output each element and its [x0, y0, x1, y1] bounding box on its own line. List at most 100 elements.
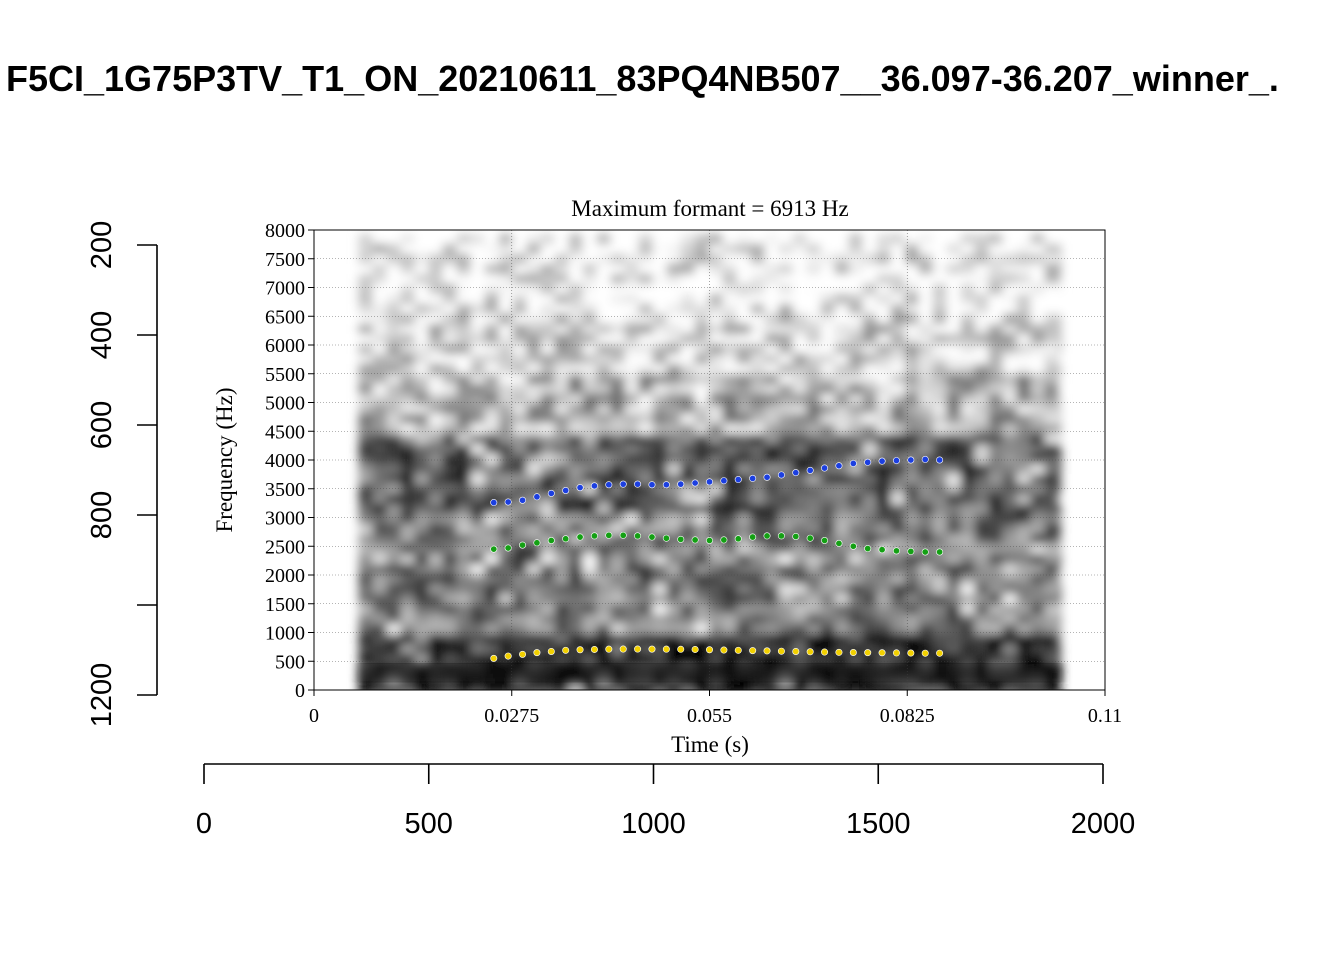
y-tick-label: 3000: [265, 508, 305, 530]
x-tick-label: 0: [309, 705, 319, 727]
formant-point: [749, 533, 757, 541]
formant-point: [576, 533, 584, 541]
formant-point: [490, 545, 498, 553]
formant-point: [849, 649, 857, 657]
formant-point: [734, 535, 742, 543]
outer-y-tick-label: 400: [86, 311, 118, 359]
formant-point: [849, 542, 857, 550]
y-axis-label: Frequency (Hz): [212, 388, 237, 533]
formant-point: [864, 545, 872, 553]
formant-point: [806, 648, 814, 656]
formant-point: [547, 647, 555, 655]
formant-point: [576, 646, 584, 654]
formant-point: [547, 489, 555, 497]
formant-point: [504, 652, 512, 660]
formant-point: [907, 456, 915, 464]
formant-point: [835, 462, 843, 470]
formant-point: [605, 481, 613, 489]
formant-point: [806, 534, 814, 542]
formant-point: [806, 466, 814, 474]
y-tick-label: 1500: [265, 594, 305, 616]
y-tick-label: 4000: [265, 450, 305, 472]
formant-point: [777, 647, 785, 655]
formant-point: [921, 548, 929, 556]
formant-point: [519, 650, 527, 658]
formant-point: [892, 547, 900, 555]
formant-point: [936, 548, 944, 556]
formant-point: [792, 532, 800, 540]
outer-x-tick-label: 0: [196, 808, 212, 840]
formant-point: [777, 471, 785, 479]
y-tick-label: 7500: [265, 249, 305, 271]
formant-series-2: [490, 531, 944, 556]
formant-point: [921, 455, 929, 463]
outer-x-tick-label: 2000: [1071, 808, 1136, 840]
y-tick-label: 1000: [265, 623, 305, 645]
formant-point: [892, 649, 900, 657]
formant-point: [490, 499, 498, 507]
formant-point: [749, 474, 757, 482]
formant-point: [662, 534, 670, 542]
formant-points: [490, 455, 944, 662]
outer-y-tick-label: 800: [86, 491, 118, 539]
formant-point: [677, 480, 685, 488]
formant-point: [648, 645, 656, 653]
formant-point: [936, 456, 944, 464]
formant-point: [648, 533, 656, 541]
y-tick-label: 500: [275, 651, 305, 673]
formant-point: [691, 536, 699, 544]
formant-point: [792, 647, 800, 655]
x-axis-label: Time (s): [671, 732, 749, 757]
formant-point: [619, 480, 627, 488]
formant-point: [705, 536, 713, 544]
x-tick-label: 0.0275: [484, 705, 539, 727]
formant-point: [705, 478, 713, 486]
formant-point: [864, 458, 872, 466]
formant-point: [835, 539, 843, 547]
formant-point: [691, 479, 699, 487]
formant-point: [921, 649, 929, 657]
formant-point: [648, 481, 656, 489]
y-tick-label: 6500: [265, 306, 305, 328]
y-tick-label: 8000: [265, 220, 305, 242]
outer-y-tick-label: 1200: [86, 663, 118, 728]
y-tick-label: 2000: [265, 565, 305, 587]
formant-point: [720, 646, 728, 654]
inner-y-axis: 0 500 1000 1500 2000 2500 3000 3500 4000 4500 5000…: [265, 220, 314, 702]
formant-series-1: [490, 645, 944, 662]
formant-point: [907, 547, 915, 555]
formant-point: [662, 481, 670, 489]
formant-point: [878, 649, 886, 657]
formant-point: [878, 546, 886, 554]
formant-point: [504, 544, 512, 552]
formant-point: [677, 645, 685, 653]
formant-point: [936, 649, 944, 657]
formant-point: [490, 654, 498, 662]
y-tick-label: 4500: [265, 421, 305, 443]
formant-point: [533, 493, 541, 501]
main-title: F5CI_1G75P3TV_T1_ON_20210611_83PQ4NB507_…: [6, 58, 1279, 99]
formant-point: [777, 532, 785, 540]
y-tick-label: 7000: [265, 278, 305, 300]
outer-x-tick-label: 1000: [621, 808, 686, 840]
formant-point: [720, 477, 728, 485]
formant-point: [576, 484, 584, 492]
formant-point: [763, 473, 771, 481]
y-tick-label: 0: [295, 680, 305, 702]
formant-point: [821, 648, 829, 656]
y-tick-label: 6000: [265, 335, 305, 357]
formant-point: [519, 496, 527, 504]
formant-point: [705, 646, 713, 654]
outer-x-axis: 0 500 1000 1500 2000: [196, 763, 1136, 840]
formant-point: [605, 645, 613, 653]
formant-point: [519, 541, 527, 549]
formant-point: [619, 531, 627, 539]
formant-point: [590, 482, 598, 490]
outer-y-tick-label: 600: [86, 401, 118, 449]
formant-point: [821, 464, 829, 472]
formant-point: [720, 536, 728, 544]
chart-title: Maximum formant = 6913 Hz: [571, 196, 848, 221]
formant-point: [562, 535, 570, 543]
plot-area: [313, 229, 1106, 691]
